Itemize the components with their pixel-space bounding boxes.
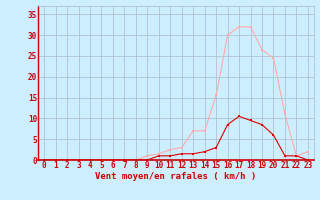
X-axis label: Vent moyen/en rafales ( km/h ): Vent moyen/en rafales ( km/h ) [95, 172, 257, 181]
